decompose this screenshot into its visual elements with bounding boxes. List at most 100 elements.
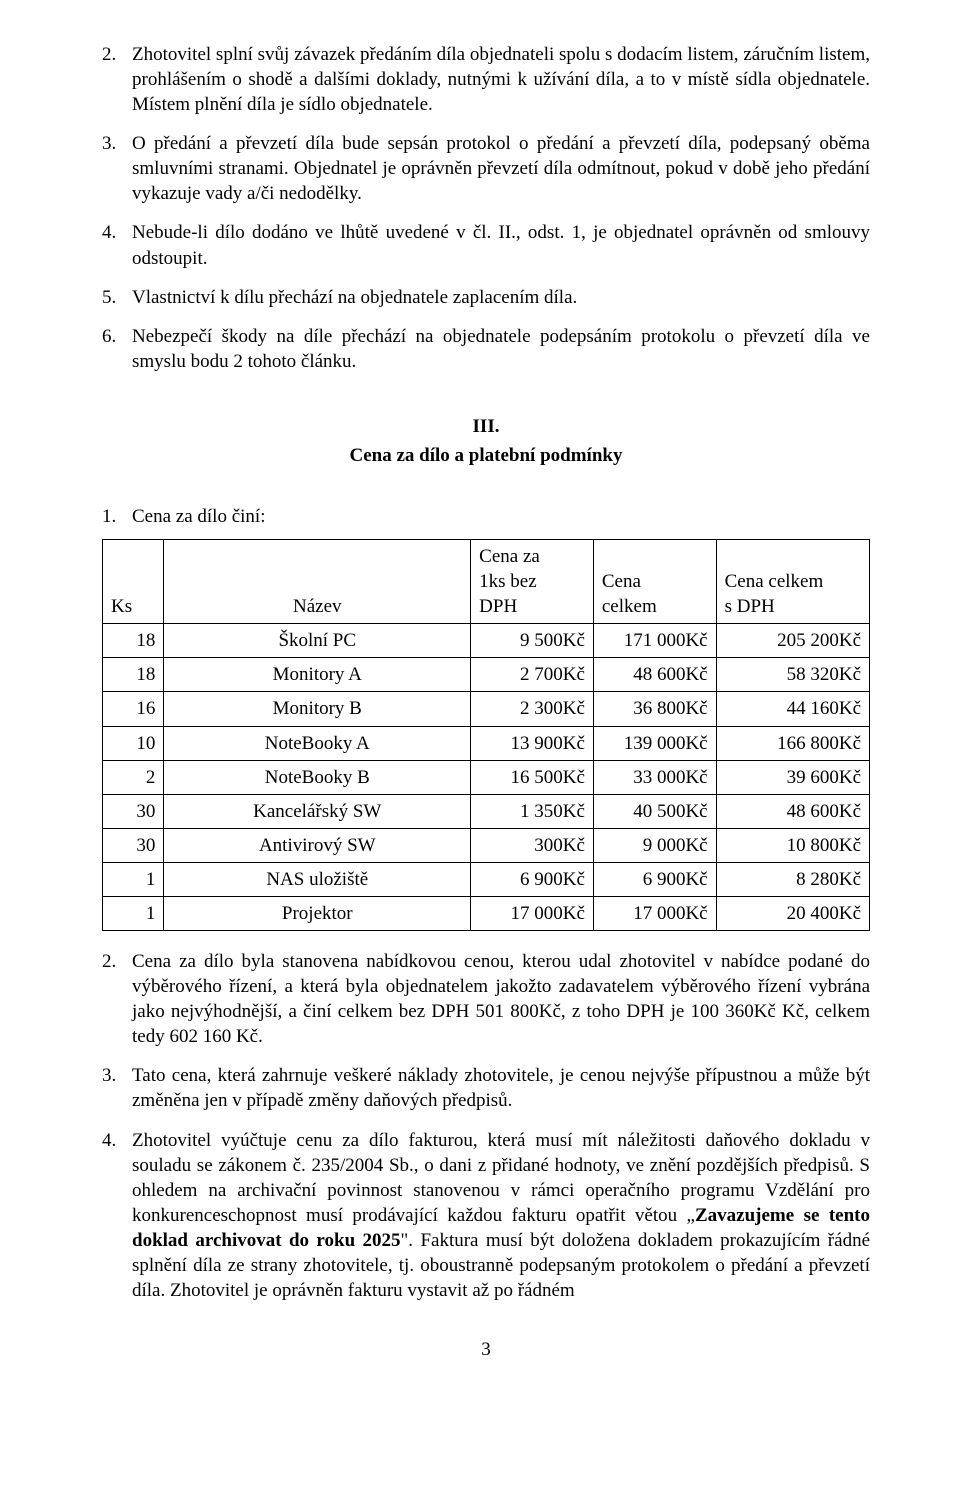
item-text: Zhotovitel vyúčtuje cenu za dílo fakturo… [132, 1128, 870, 1304]
cell-c2: 40 500Kč [593, 794, 716, 828]
item-number: 3. [102, 1063, 132, 1088]
cell-c2: 9 000Kč [593, 828, 716, 862]
paragraph-3: 3. O předání a převzetí díla bude sepsán… [102, 131, 870, 206]
paragraph-price-2: 2. Cena za dílo byla stanovena nabídkovo… [102, 949, 870, 1049]
paragraph-6: 6. Nebezpečí škody na díle přechází na o… [102, 324, 870, 374]
item-number: 2. [102, 949, 132, 974]
item-number: 3. [102, 131, 132, 156]
paragraph-price-3: 3. Tato cena, která zahrnuje veškeré nák… [102, 1063, 870, 1113]
item-number: 4. [102, 1128, 132, 1153]
table-row: 2 NoteBooky B 16 500Kč 33 000Kč 39 600Kč [103, 760, 870, 794]
paragraph-price-4: 4. Zhotovitel vyúčtuje cenu za dílo fakt… [102, 1128, 870, 1304]
header-line: DPH [479, 594, 585, 619]
item-number: 4. [102, 220, 132, 245]
header-line: Cena celkem [725, 569, 861, 594]
cell-c1: 16 500Kč [471, 760, 594, 794]
cell-ks: 1 [103, 862, 164, 896]
table-row: 10 NoteBooky A 13 900Kč 139 000Kč 166 80… [103, 726, 870, 760]
cell-nazev: NoteBooky A [164, 726, 471, 760]
cell-ks: 16 [103, 692, 164, 726]
document-page: 2. Zhotovitel splní svůj závazek předání… [0, 0, 960, 1488]
cell-nazev: NoteBooky B [164, 760, 471, 794]
cell-c1: 2 700Kč [471, 658, 594, 692]
cell-c2: 171 000Kč [593, 624, 716, 658]
col-cena-celkem: Cena celkem [593, 540, 716, 624]
page-number: 3 [102, 1337, 870, 1362]
cell-ks: 30 [103, 794, 164, 828]
cell-c1: 9 500Kč [471, 624, 594, 658]
table-header-row: Ks Název Cena za 1ks bez DPH Cena celkem… [103, 540, 870, 624]
price-table: Ks Název Cena za 1ks bez DPH Cena celkem… [102, 539, 870, 931]
item-text: Vlastnictví k dílu přechází na objednate… [132, 285, 870, 310]
header-line: s DPH [725, 594, 861, 619]
header-line: Cena za [479, 544, 585, 569]
cell-ks: 30 [103, 828, 164, 862]
cell-nazev: Kancelářský SW [164, 794, 471, 828]
table-row: 1 Projektor 17 000Kč 17 000Kč 20 400Kč [103, 896, 870, 930]
cell-c1: 1 350Kč [471, 794, 594, 828]
cell-c3: 58 320Kč [716, 658, 869, 692]
cell-c2: 17 000Kč [593, 896, 716, 930]
table-row: 18 Monitory A 2 700Kč 48 600Kč 58 320Kč [103, 658, 870, 692]
table-row: 1 NAS uložiště 6 900Kč 6 900Kč 8 280Kč [103, 862, 870, 896]
cell-c2: 33 000Kč [593, 760, 716, 794]
cell-nazev: Projektor [164, 896, 471, 930]
cell-ks: 10 [103, 726, 164, 760]
paragraph-price-1: 1. Cena za dílo činí: [102, 504, 870, 529]
header-line: Cena [602, 569, 708, 594]
cell-c1: 13 900Kč [471, 726, 594, 760]
item-text: Tato cena, která zahrnuje veškeré náklad… [132, 1063, 870, 1113]
item-text: Nebude-li dílo dodáno ve lhůtě uvedené v… [132, 220, 870, 270]
cell-c3: 20 400Kč [716, 896, 869, 930]
cell-ks: 18 [103, 658, 164, 692]
col-cena-s-dph: Cena celkem s DPH [716, 540, 869, 624]
item-text: Nebezpečí škody na díle přechází na obje… [132, 324, 870, 374]
cell-c1: 6 900Kč [471, 862, 594, 896]
cell-nazev: Monitory B [164, 692, 471, 726]
table-row: 18 Školní PC 9 500Kč 171 000Kč 205 200Kč [103, 624, 870, 658]
cell-nazev: Školní PC [164, 624, 471, 658]
cell-c2: 48 600Kč [593, 658, 716, 692]
cell-c3: 166 800Kč [716, 726, 869, 760]
item-number: 5. [102, 285, 132, 310]
table-row: 30 Antivirový SW 300Kč 9 000Kč 10 800Kč [103, 828, 870, 862]
item-text: Cena za dílo byla stanovena nabídkovou c… [132, 949, 870, 1049]
header-line: 1ks bez [479, 569, 585, 594]
col-cena-bez-dph: Cena za 1ks bez DPH [471, 540, 594, 624]
cell-c2: 139 000Kč [593, 726, 716, 760]
col-ks: Ks [103, 540, 164, 624]
cell-c3: 39 600Kč [716, 760, 869, 794]
cell-c2: 36 800Kč [593, 692, 716, 726]
cell-c3: 8 280Kč [716, 862, 869, 896]
col-nazev: Název [164, 540, 471, 624]
cell-c3: 48 600Kč [716, 794, 869, 828]
cell-c1: 300Kč [471, 828, 594, 862]
section-number: III. [102, 414, 870, 439]
cell-ks: 1 [103, 896, 164, 930]
cell-ks: 2 [103, 760, 164, 794]
cell-nazev: NAS uložiště [164, 862, 471, 896]
paragraph-5: 5. Vlastnictví k dílu přechází na objedn… [102, 285, 870, 310]
cell-c1: 2 300Kč [471, 692, 594, 726]
header-line: celkem [602, 594, 708, 619]
table-row: 16 Monitory B 2 300Kč 36 800Kč 44 160Kč [103, 692, 870, 726]
cell-c3: 10 800Kč [716, 828, 869, 862]
section-title: Cena za dílo a platební podmínky [102, 443, 870, 468]
cell-c2: 6 900Kč [593, 862, 716, 896]
item-number: 6. [102, 324, 132, 349]
cell-c3: 205 200Kč [716, 624, 869, 658]
cell-ks: 18 [103, 624, 164, 658]
cell-c3: 44 160Kč [716, 692, 869, 726]
paragraph-4: 4. Nebude-li dílo dodáno ve lhůtě uveden… [102, 220, 870, 270]
item-text: Cena za dílo činí: [132, 504, 870, 529]
item-text: O předání a převzetí díla bude sepsán pr… [132, 131, 870, 206]
item-text: Zhotovitel splní svůj závazek předáním d… [132, 42, 870, 117]
cell-nazev: Antivirový SW [164, 828, 471, 862]
item-number: 1. [102, 504, 132, 529]
price-table-body: 18 Školní PC 9 500Kč 171 000Kč 205 200Kč… [103, 624, 870, 931]
cell-nazev: Monitory A [164, 658, 471, 692]
table-row: 30 Kancelářský SW 1 350Kč 40 500Kč 48 60… [103, 794, 870, 828]
cell-c1: 17 000Kč [471, 896, 594, 930]
item-number: 2. [102, 42, 132, 67]
paragraph-2: 2. Zhotovitel splní svůj závazek předání… [102, 42, 870, 117]
